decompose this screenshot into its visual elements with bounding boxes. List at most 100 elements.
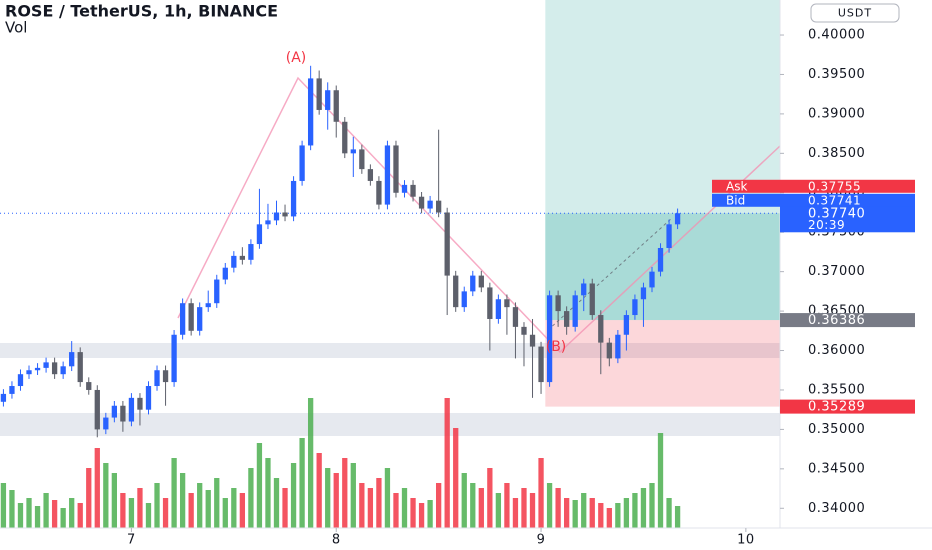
volume-bar <box>222 498 228 528</box>
candle-body <box>376 180 382 205</box>
candle-body <box>427 200 433 209</box>
price-tag-label: 0.36386 <box>808 313 865 328</box>
stop-zone <box>545 320 780 407</box>
candle-body <box>453 275 459 308</box>
candle-body <box>333 90 339 122</box>
y-tick-label: 0.35500 <box>808 382 865 397</box>
candle-body <box>470 275 476 292</box>
volume-bar <box>120 493 126 528</box>
candles-layer <box>0 65 681 438</box>
volume-bar <box>461 473 467 528</box>
candle-body <box>60 366 66 375</box>
volume-bar <box>598 503 604 528</box>
candle-body <box>307 78 314 146</box>
price-tag <box>780 399 915 414</box>
volume-bar <box>367 488 374 528</box>
volume-bar <box>623 498 630 528</box>
price-tag-countdown: 20:39 <box>808 218 845 232</box>
y-tick-label: 0.36000 <box>808 343 865 358</box>
volume-bar <box>495 493 502 528</box>
volume-bar <box>51 500 58 528</box>
candle-body <box>248 244 254 260</box>
volume-bar <box>615 503 621 528</box>
candle-body <box>273 212 280 221</box>
candle-body <box>17 374 24 387</box>
candle-body <box>179 303 186 335</box>
volume-bar <box>350 463 356 528</box>
currency-button[interactable] <box>810 3 900 23</box>
volume-bar <box>546 483 553 528</box>
price-tag-name: Bid <box>726 193 745 207</box>
candle-body <box>512 307 519 327</box>
candle-body <box>26 370 32 375</box>
volume-bar <box>666 498 672 528</box>
volume-bar <box>299 438 305 528</box>
candle-body <box>581 283 587 296</box>
price-tag <box>780 206 915 233</box>
volume-bar <box>529 493 536 528</box>
volume-bar <box>179 473 186 528</box>
volume-bar <box>487 468 493 528</box>
candle-body <box>598 315 604 343</box>
x-tick-label: 7 <box>127 533 136 548</box>
volume-bar <box>205 490 211 528</box>
candle-body <box>145 386 152 410</box>
volume-bar <box>77 503 83 528</box>
candle-body <box>410 184 416 197</box>
candle-body <box>77 352 83 383</box>
price-tag-label: 0.37740 <box>808 206 865 221</box>
y-tick-label: 0.34000 <box>808 501 865 516</box>
price-axis: 0.400000.395000.390000.385000.380000.375… <box>780 28 865 516</box>
drawings <box>177 76 781 354</box>
candle-body <box>162 370 169 383</box>
volume-bar <box>94 448 100 528</box>
x-tick-label: 8 <box>332 533 341 548</box>
price-tag-label: 0.37755 <box>808 179 861 193</box>
volume-bar <box>376 478 382 528</box>
candle-body <box>137 397 143 410</box>
volume-bar <box>674 506 681 528</box>
candle-body <box>640 287 647 300</box>
volume-bar <box>265 458 271 528</box>
candle-body <box>606 342 612 359</box>
candle-body <box>111 405 117 418</box>
chart-title: ROSE / TetherUS, 1h, BINANCE <box>5 2 278 21</box>
candle-body <box>546 295 553 383</box>
zone <box>0 413 780 436</box>
volume-bar <box>470 483 476 528</box>
volume-bar <box>17 503 24 528</box>
volume-bar <box>282 488 288 528</box>
volume-bar <box>111 473 117 528</box>
volume-bar <box>564 498 570 528</box>
y-tick-label: 0.35000 <box>808 422 865 437</box>
candle-body <box>214 279 220 304</box>
candle-body <box>461 291 467 308</box>
volume-bar <box>384 468 391 528</box>
volume-layer <box>0 398 681 528</box>
candle-body <box>572 295 578 327</box>
candle-body <box>197 307 203 331</box>
volume-bar <box>307 398 314 528</box>
candle-body <box>231 255 237 268</box>
trend-line <box>177 76 781 354</box>
volume-bar <box>589 498 595 528</box>
volume-bar <box>504 483 510 528</box>
candle-body <box>478 275 484 288</box>
candle-body <box>435 200 442 213</box>
volume-bar <box>290 463 297 528</box>
volume-bar <box>145 503 152 528</box>
volume-bar <box>435 483 442 528</box>
currency-label[interactable]: USDT <box>838 7 872 20</box>
volume-bar <box>581 493 587 528</box>
volume-bar <box>273 478 280 528</box>
candle-body <box>86 382 92 390</box>
candle-body <box>43 362 49 368</box>
candle-body <box>265 220 271 225</box>
candle-body <box>674 213 681 225</box>
volume-bar <box>214 478 220 528</box>
candle-body <box>384 145 391 205</box>
volume-bar <box>154 483 160 528</box>
volume-bar <box>316 453 322 528</box>
candle-body <box>282 212 288 217</box>
